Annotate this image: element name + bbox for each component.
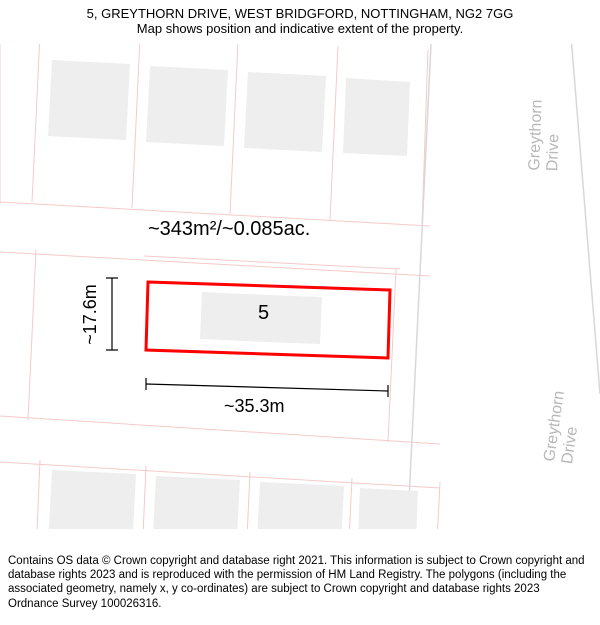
house-number: 5 [258, 302, 269, 325]
height-label: ~17.6m [80, 284, 101, 345]
street-label-1: Greythorn Drive [526, 62, 566, 171]
address-title: 5, GREYTHORN DRIVE, WEST BRIDGFORD, NOTT… [10, 6, 590, 21]
width-label: ~35.3m [224, 396, 285, 417]
area-label: ~343m²/~0.085ac. [148, 218, 310, 241]
map-area: ~343m²/~0.085ac. ~17.6m ~35.3m 5 Greytho… [0, 44, 600, 529]
subtitle: Map shows position and indicative extent… [10, 21, 590, 36]
header: 5, GREYTHORN DRIVE, WEST BRIDGFORD, NOTT… [0, 0, 600, 40]
copyright-footer: Contains OS data © Crown copyright and d… [0, 548, 600, 625]
